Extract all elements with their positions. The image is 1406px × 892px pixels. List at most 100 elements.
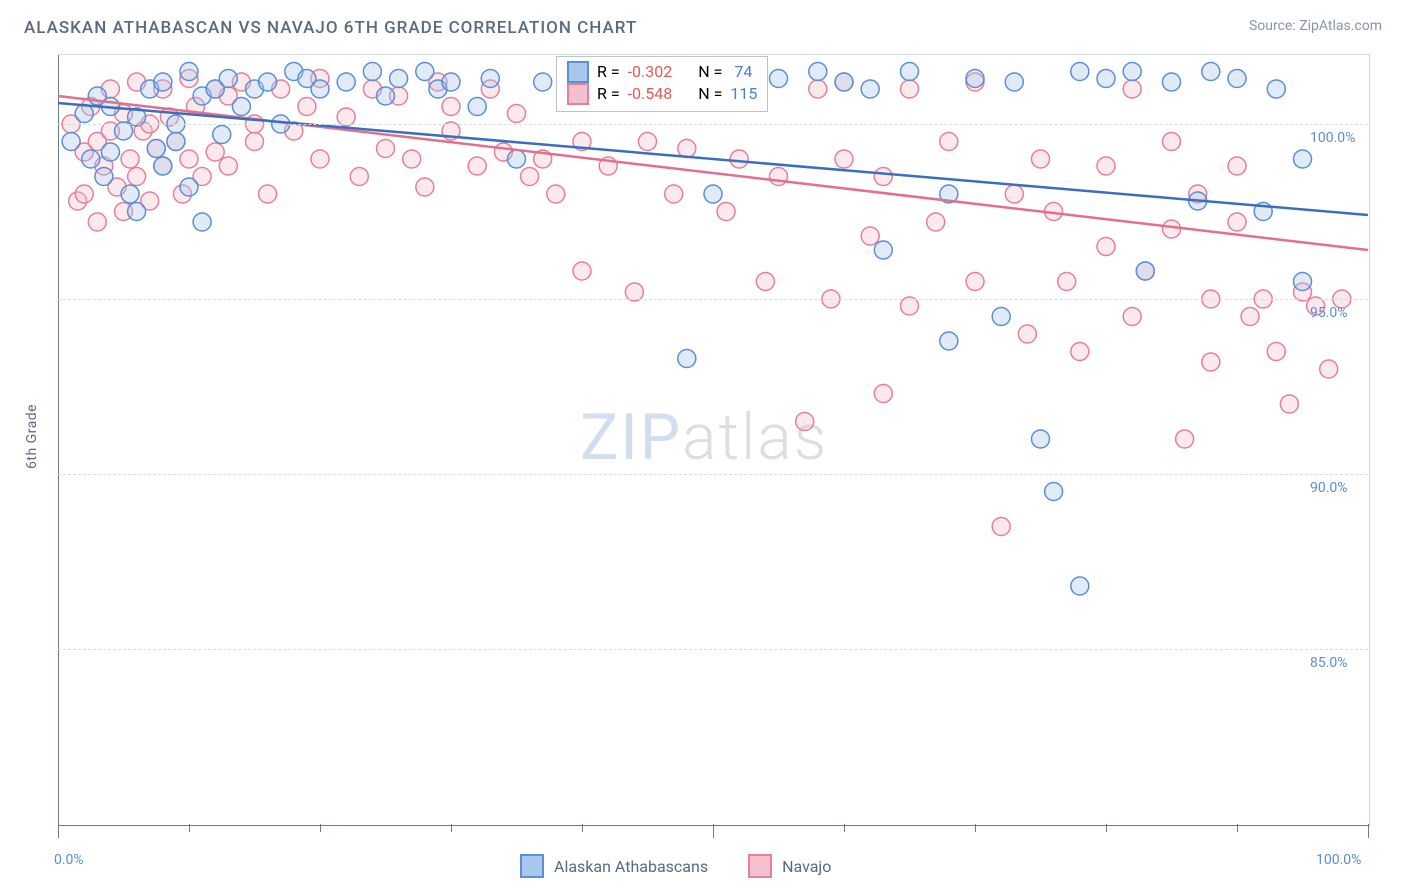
- scatter-point: [298, 98, 316, 116]
- chart-svg: [0, 0, 1406, 892]
- scatter-point: [180, 178, 198, 196]
- x-tick: [713, 824, 714, 838]
- scatter-point: [704, 185, 722, 203]
- gridline-h: [58, 474, 1368, 475]
- legend: Alaskan Athabascans Navajo: [520, 854, 831, 878]
- x-tick: [451, 824, 452, 832]
- scatter-point: [154, 73, 172, 91]
- scatter-point: [416, 178, 434, 196]
- swatch-athabascan: [567, 61, 589, 83]
- scatter-point: [1163, 133, 1181, 151]
- scatter-point: [246, 133, 264, 151]
- scatter-point: [756, 273, 774, 291]
- scatter-point: [1228, 157, 1246, 175]
- scatter-point: [1228, 213, 1246, 231]
- scatter-point: [147, 140, 165, 158]
- scatter-point: [1071, 343, 1089, 361]
- scatter-point: [730, 150, 748, 168]
- y-tick-label: 100.0%: [1310, 130, 1355, 146]
- scatter-point: [1294, 150, 1312, 168]
- scatter-point: [101, 143, 119, 161]
- scatter-point: [573, 262, 591, 280]
- x-tick-label: 100.0%: [1316, 852, 1361, 868]
- scatter-point: [1241, 308, 1259, 326]
- scatter-point: [259, 185, 277, 203]
- scatter-point: [534, 73, 552, 91]
- scatter-point: [377, 140, 395, 158]
- scatter-point: [770, 168, 788, 186]
- scatter-point: [966, 273, 984, 291]
- scatter-point: [1123, 308, 1141, 326]
- scatter-point: [1045, 483, 1063, 501]
- x-tick: [844, 824, 845, 832]
- scatter-point: [416, 63, 434, 81]
- scatter-point: [992, 308, 1010, 326]
- stat-r-navajo: -0.548: [628, 83, 673, 105]
- scatter-point: [1163, 73, 1181, 91]
- scatter-point: [363, 63, 381, 81]
- scatter-point: [213, 126, 231, 144]
- y-tick-label: 95.0%: [1310, 305, 1348, 321]
- scatter-point: [1005, 185, 1023, 203]
- legend-label-navajo: Navajo: [782, 857, 831, 876]
- scatter-point: [75, 185, 93, 203]
- scatter-point: [377, 87, 395, 105]
- scatter-point: [1018, 325, 1036, 343]
- scatter-point: [770, 70, 788, 88]
- scatter-point: [874, 168, 892, 186]
- scatter-point: [547, 185, 565, 203]
- scatter-point: [206, 143, 224, 161]
- x-tick: [320, 824, 321, 832]
- scatter-point: [88, 213, 106, 231]
- x-tick: [582, 824, 583, 832]
- scatter-point: [95, 168, 113, 186]
- scatter-point: [1163, 220, 1181, 238]
- scatter-point: [311, 80, 329, 98]
- scatter-point: [62, 133, 80, 151]
- scatter-point: [796, 413, 814, 431]
- scatter-point: [1058, 273, 1076, 291]
- y-tick-label: 90.0%: [1310, 480, 1348, 496]
- scatter-point: [521, 168, 539, 186]
- scatter-point: [121, 185, 139, 203]
- scatter-point: [508, 105, 526, 123]
- scatter-point: [966, 70, 984, 88]
- scatter-point: [403, 150, 421, 168]
- stat-n-label-2: N =: [698, 83, 722, 105]
- scatter-point: [390, 70, 408, 88]
- scatter-point: [1071, 577, 1089, 595]
- scatter-point: [468, 157, 486, 175]
- x-tick: [58, 824, 59, 838]
- stats-row-navajo: R = -0.548 N = 115: [567, 83, 757, 105]
- x-tick: [1237, 824, 1238, 832]
- scatter-point: [193, 213, 211, 231]
- scatter-point: [128, 168, 146, 186]
- scatter-point: [992, 518, 1010, 536]
- scatter-point: [1097, 238, 1115, 256]
- scatter-point: [180, 63, 198, 81]
- scatter-point: [167, 133, 185, 151]
- scatter-point: [1228, 70, 1246, 88]
- scatter-point: [1202, 353, 1220, 371]
- scatter-point: [350, 168, 368, 186]
- scatter-point: [1005, 73, 1023, 91]
- legend-swatch-athabascan: [520, 854, 544, 878]
- scatter-point: [82, 150, 100, 168]
- x-tick: [1106, 824, 1107, 832]
- x-tick: [1368, 824, 1369, 838]
- scatter-point: [121, 150, 139, 168]
- scatter-point: [468, 98, 486, 116]
- scatter-point: [678, 350, 696, 368]
- scatter-point: [1136, 262, 1154, 280]
- scatter-point: [1123, 80, 1141, 98]
- scatter-point: [678, 140, 696, 158]
- scatter-point: [874, 241, 892, 259]
- stat-n-label: N =: [698, 61, 722, 83]
- scatter-point: [1097, 157, 1115, 175]
- scatter-point: [901, 80, 919, 98]
- scatter-point: [1202, 63, 1220, 81]
- legend-item-navajo: Navajo: [748, 854, 831, 878]
- scatter-point: [901, 63, 919, 81]
- scatter-point: [835, 150, 853, 168]
- stat-r-label: R =: [597, 61, 620, 83]
